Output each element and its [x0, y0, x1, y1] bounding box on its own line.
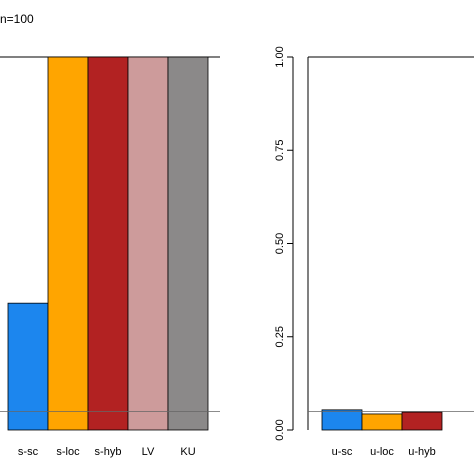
x-tick-label: LV	[142, 446, 155, 458]
y-tick-label: 0.25	[274, 326, 286, 347]
y-tick-label: 0.00	[274, 419, 286, 440]
y-tick-label: 0.75	[274, 140, 286, 161]
y-tick-label: 0.50	[274, 233, 286, 254]
bar	[7, 302, 49, 431]
chart-title: n=100	[0, 12, 34, 26]
bar	[87, 56, 129, 431]
x-tick-label: u-loc	[370, 446, 394, 458]
bar	[361, 413, 403, 431]
x-tick-label: s-sc	[18, 446, 39, 458]
y-tick-label: 1.00	[274, 46, 286, 67]
x-tick-label: s-hyb	[95, 446, 122, 458]
x-tick-label: u-sc	[332, 446, 353, 458]
bar	[401, 411, 443, 431]
x-tick-label: KU	[180, 446, 195, 458]
x-tick-label: s-loc	[56, 446, 80, 458]
bar	[167, 56, 209, 431]
bar	[47, 56, 89, 431]
x-tick-label: u-hyb	[408, 446, 436, 458]
bar	[127, 56, 169, 431]
bar	[321, 409, 363, 431]
